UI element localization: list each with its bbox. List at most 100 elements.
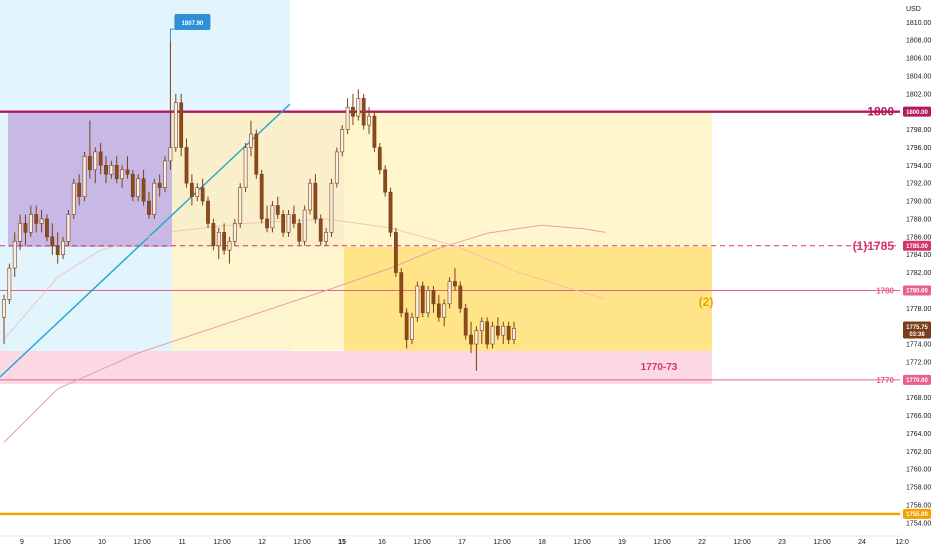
candle-body [495, 325, 500, 336]
high-callout: 1807.90 [169, 14, 211, 42]
x-tick-label: 12:00 [493, 539, 511, 546]
candle-body [259, 173, 264, 220]
candle-body [501, 325, 506, 336]
candle [270, 201, 275, 233]
candle [334, 147, 339, 188]
level-label: 1780 [876, 286, 894, 295]
x-tick-label: 22 [698, 539, 706, 546]
candle [291, 205, 296, 228]
price-tag-text: 1770.00 [906, 378, 928, 384]
candle [453, 268, 457, 291]
candle [297, 218, 302, 246]
candle [356, 89, 361, 121]
candle-body [469, 334, 473, 345]
candle-body [34, 214, 39, 224]
candle [436, 294, 441, 322]
price-axis[interactable]: USD 1754.00 1756.00 1758.00 1760.00 1762.00 17… [906, 6, 931, 527]
candle [506, 321, 511, 345]
current-price-tag [903, 321, 931, 339]
candle [28, 205, 33, 237]
candle [426, 285, 431, 318]
candle [383, 165, 388, 197]
candle-body [372, 115, 377, 148]
callout-pointer [169, 28, 177, 42]
candle [45, 214, 49, 242]
candle-body [265, 218, 269, 229]
candle-body [479, 321, 484, 331]
candle [82, 151, 87, 202]
candle [308, 178, 312, 215]
candle [329, 178, 334, 237]
x-tick-label: 11 [178, 539, 185, 546]
target-label: (2) [699, 295, 714, 309]
candle-body [163, 160, 167, 188]
price-tag [903, 508, 931, 519]
x-tick-label: 15 [338, 539, 346, 546]
candle-body [431, 290, 436, 305]
candle [415, 281, 420, 322]
candle [351, 93, 355, 126]
x-tick-label: 18 [538, 539, 546, 546]
candle-body [157, 182, 162, 188]
x-tick-label: 12:00 [293, 539, 311, 546]
candle-body [55, 245, 60, 255]
candle [372, 111, 377, 152]
candle [410, 312, 414, 345]
candle-body [232, 223, 237, 242]
candle-body [270, 205, 275, 229]
candle-body [458, 285, 463, 309]
price-tag-text: 1785.00 [906, 244, 928, 250]
y-tick-label: 1790.00 [906, 199, 931, 206]
candle-body [173, 102, 178, 148]
candle-body [410, 316, 414, 340]
candle-body [125, 169, 130, 175]
price-tag-text: 1800.00 [906, 110, 928, 116]
candle-body [308, 182, 312, 211]
candle [512, 321, 516, 345]
candle [281, 210, 286, 237]
x-tick-label: 12:00 [213, 539, 231, 546]
candle [55, 232, 60, 264]
candle [442, 299, 447, 327]
candle-body [297, 223, 302, 242]
candle [12, 232, 17, 278]
candles [2, 41, 516, 371]
candle [447, 277, 452, 309]
candle-body [474, 330, 479, 345]
candle-body [104, 165, 108, 175]
x-tick-label: 17 [458, 539, 466, 546]
candle-body [243, 147, 248, 188]
callout-box [174, 14, 211, 30]
candle [313, 174, 318, 224]
price-tag [903, 240, 931, 251]
candle-body [512, 328, 516, 340]
moving-average-slow [3, 224, 606, 443]
candle [463, 303, 468, 340]
candle-body [302, 209, 307, 242]
candle-body [399, 272, 404, 314]
drawing-zones [0, 0, 712, 384]
candle-body [383, 169, 388, 193]
candle [98, 142, 103, 175]
uptrend-line[interactable] [0, 103, 291, 378]
candle-body [420, 285, 425, 314]
candle-body [114, 165, 119, 180]
y-tick-label: 1768.00 [906, 395, 931, 402]
x-tick-label: 9 [20, 539, 24, 546]
x-tick-label: 12:00 [653, 539, 671, 546]
candle [286, 210, 291, 237]
time-axis[interactable]: 9 12:00 10 12:00 11 12:00 12 12:00 15 16 12:00 17 12… [0, 535, 909, 546]
candle-body [189, 182, 194, 197]
x-tick-label: 12:00 [53, 539, 71, 546]
price-tag-text: 1755.00 [906, 512, 928, 518]
candle [399, 268, 404, 318]
candle [93, 147, 98, 184]
candle-body [356, 97, 361, 117]
candle [125, 156, 130, 179]
candle-body [109, 165, 114, 175]
y-tick-label: 1804.00 [906, 73, 931, 80]
candle [216, 227, 221, 260]
candle [388, 187, 393, 237]
candle-body [87, 156, 92, 171]
